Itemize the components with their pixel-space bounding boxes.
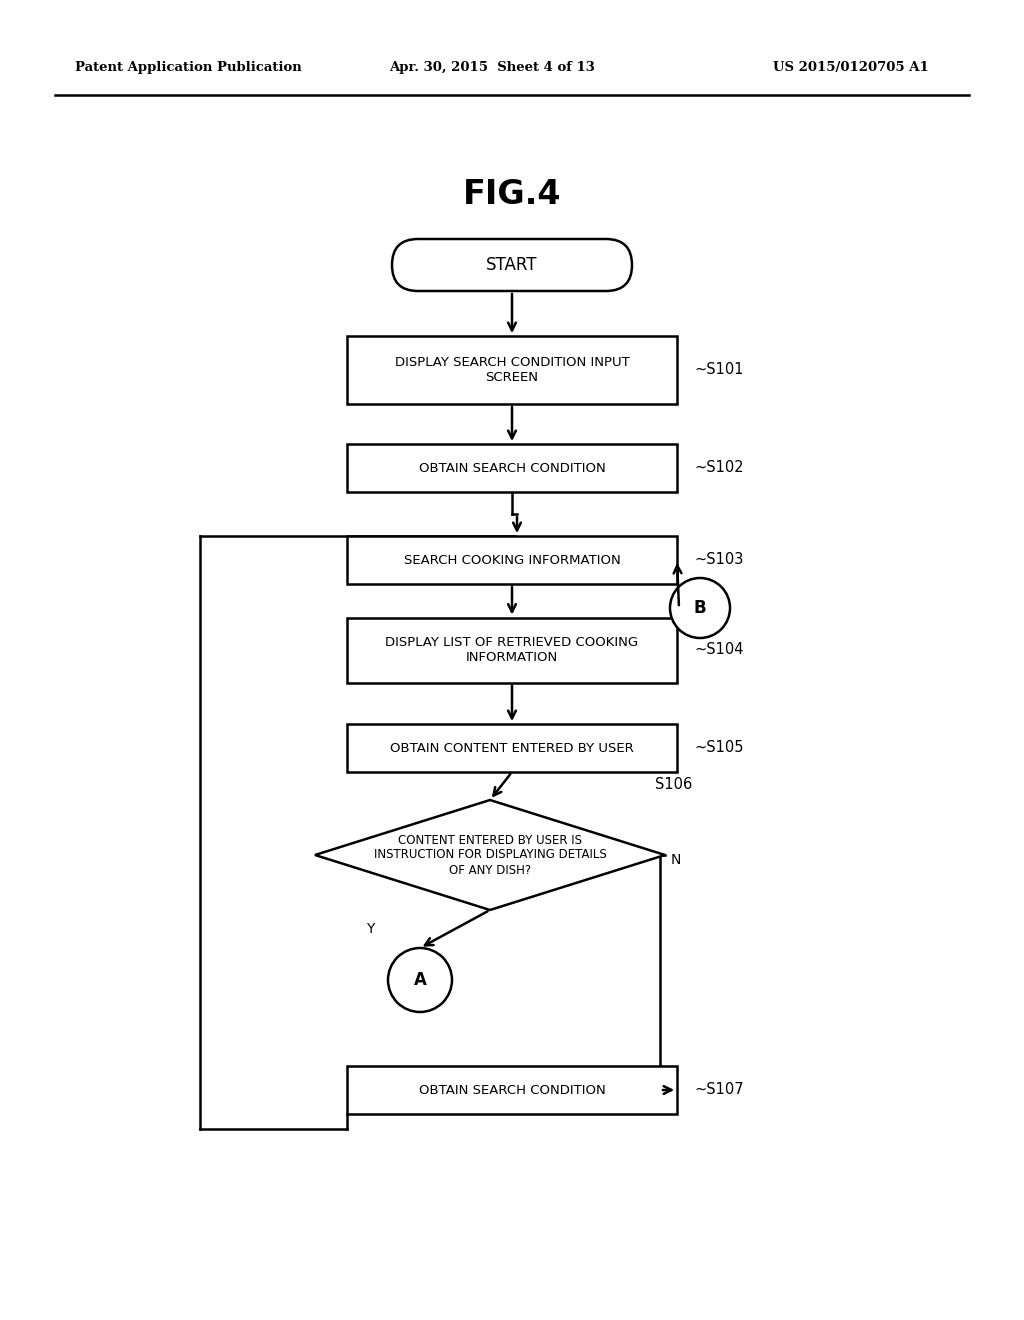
Text: N: N: [671, 853, 681, 867]
Text: US 2015/0120705 A1: US 2015/0120705 A1: [773, 62, 929, 74]
Text: S106: S106: [655, 777, 692, 792]
Bar: [347, 618, 677, 682]
Text: B: B: [693, 599, 707, 616]
Text: ~S102: ~S102: [695, 461, 744, 475]
Text: DISPLAY LIST OF RETRIEVED COOKING
INFORMATION: DISPLAY LIST OF RETRIEVED COOKING INFORM…: [385, 636, 639, 664]
Polygon shape: [315, 800, 665, 909]
Text: OBTAIN CONTENT ENTERED BY USER: OBTAIN CONTENT ENTERED BY USER: [390, 742, 634, 755]
Text: START: START: [486, 256, 538, 275]
Bar: [347, 337, 677, 404]
Circle shape: [388, 948, 452, 1012]
Text: A: A: [414, 972, 426, 989]
Text: Y: Y: [366, 921, 374, 936]
Text: ~S101: ~S101: [695, 363, 744, 378]
FancyBboxPatch shape: [392, 239, 632, 290]
Text: Apr. 30, 2015  Sheet 4 of 13: Apr. 30, 2015 Sheet 4 of 13: [389, 62, 595, 74]
Circle shape: [670, 578, 730, 638]
Text: DISPLAY SEARCH CONDITION INPUT
SCREEN: DISPLAY SEARCH CONDITION INPUT SCREEN: [394, 356, 630, 384]
Bar: [347, 723, 677, 772]
Text: SEARCH COOKING INFORMATION: SEARCH COOKING INFORMATION: [403, 553, 621, 566]
Text: CONTENT ENTERED BY USER IS
INSTRUCTION FOR DISPLAYING DETAILS
OF ANY DISH?: CONTENT ENTERED BY USER IS INSTRUCTION F…: [374, 833, 606, 876]
Text: FIG.4: FIG.4: [463, 178, 561, 211]
Text: ~S107: ~S107: [695, 1082, 744, 1097]
Bar: [347, 536, 677, 583]
Text: OBTAIN SEARCH CONDITION: OBTAIN SEARCH CONDITION: [419, 1084, 605, 1097]
Text: OBTAIN SEARCH CONDITION: OBTAIN SEARCH CONDITION: [419, 462, 605, 474]
Text: Patent Application Publication: Patent Application Publication: [75, 62, 302, 74]
Text: ~S104: ~S104: [695, 643, 744, 657]
Text: ~S103: ~S103: [695, 553, 744, 568]
Bar: [347, 1067, 677, 1114]
Bar: [347, 444, 677, 492]
Text: ~S105: ~S105: [695, 741, 744, 755]
